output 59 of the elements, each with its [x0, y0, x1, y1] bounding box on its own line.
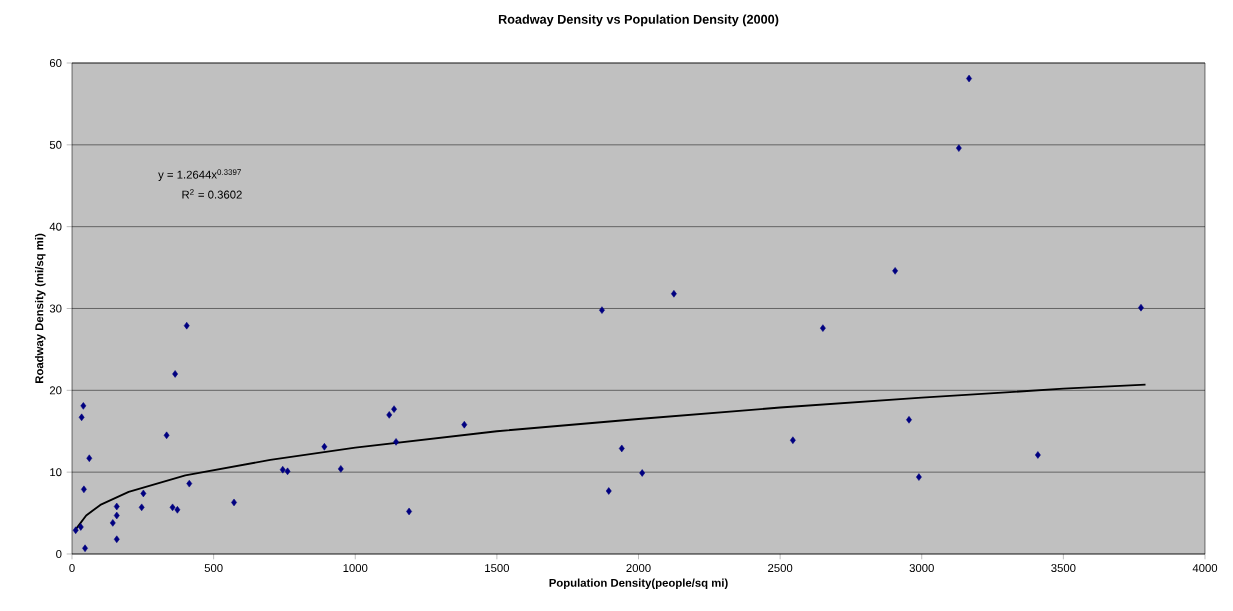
point	[618, 444, 625, 453]
x-tick-label: 1000	[343, 564, 368, 573]
x-tick-label: 3000	[909, 564, 934, 573]
point	[169, 503, 176, 512]
point	[599, 306, 605, 314]
point	[72, 526, 79, 534]
point	[140, 489, 147, 498]
point	[77, 523, 84, 531]
y-tick-label: 10	[50, 468, 62, 477]
point	[605, 487, 612, 495]
point	[916, 473, 922, 481]
x-tick-label: 2500	[768, 564, 793, 573]
x-tick-label: 3500	[1051, 564, 1076, 573]
y-axis-title: Roadway Density (mi/sq mi)	[34, 233, 46, 383]
chart-title: Roadway Density vs Population Density (2000)	[498, 14, 779, 27]
point	[393, 438, 399, 446]
x-tick-label: 500	[204, 564, 223, 573]
point	[183, 321, 190, 330]
y-tick-label: 60	[49, 59, 62, 68]
x-tick-label: 0	[69, 564, 75, 573]
point	[1035, 451, 1041, 459]
point	[461, 420, 468, 429]
point	[80, 402, 87, 410]
point	[639, 469, 646, 477]
x-tick-label: 1500	[485, 564, 510, 573]
point	[172, 370, 178, 378]
point	[337, 465, 344, 473]
point	[113, 502, 120, 511]
point	[820, 324, 826, 332]
point	[955, 144, 962, 152]
y-tick-label: 20	[49, 386, 62, 395]
x-axis-title: Population Density(people/sq mi)	[549, 578, 728, 590]
annotation: y = 1.2644x$^{0.3397}$	[158, 169, 241, 181]
point	[113, 511, 120, 520]
point	[109, 519, 116, 527]
y-tick-label: 0	[56, 549, 62, 558]
point	[78, 413, 85, 422]
point	[892, 267, 898, 275]
y-tick-label: 30	[49, 304, 62, 313]
point	[321, 443, 328, 451]
point	[790, 436, 796, 444]
x-tick-label: 2000	[626, 564, 651, 573]
point	[386, 411, 393, 419]
point	[279, 465, 286, 474]
point	[163, 431, 170, 440]
point	[113, 535, 120, 543]
y-tick-label: 40	[49, 222, 62, 231]
point	[86, 454, 93, 462]
annotation: R$^{2}$ = 0.3602	[182, 189, 242, 199]
point	[82, 544, 88, 552]
point	[671, 290, 677, 298]
x-tick-label: 4000	[1192, 564, 1218, 573]
point	[138, 503, 145, 512]
y-tick-label: 50	[49, 140, 62, 149]
point	[284, 467, 291, 476]
point	[174, 506, 181, 514]
point	[186, 479, 193, 488]
point	[906, 416, 912, 424]
point	[391, 405, 397, 413]
